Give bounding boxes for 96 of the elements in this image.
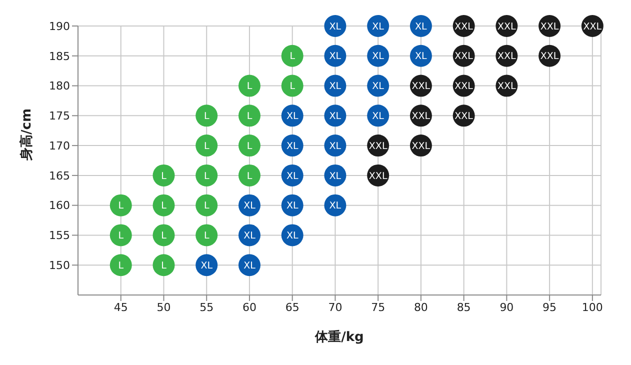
- point: [152, 224, 175, 246]
- text: XXL: [498, 81, 516, 92]
- text: L: [204, 170, 210, 182]
- text: XL: [372, 110, 384, 122]
- text: L: [246, 110, 252, 122]
- text: XL: [329, 200, 342, 212]
- text: XXL: [454, 51, 473, 62]
- text: XL: [286, 110, 298, 122]
- y-tick-label: 155: [49, 229, 70, 242]
- y-tick-label: 180: [49, 80, 70, 93]
- text: XL: [200, 260, 213, 272]
- x-tick-label: 60: [242, 300, 256, 314]
- text: L: [161, 260, 166, 272]
- x-tick-label: 75: [371, 300, 386, 314]
- text: XL: [372, 51, 384, 62]
- x-tick-label: 90: [500, 300, 514, 314]
- point: [238, 164, 260, 186]
- text: XXL: [412, 81, 430, 92]
- point: [238, 74, 260, 97]
- text: XXL: [412, 110, 430, 122]
- text: XL: [329, 110, 342, 122]
- point: [238, 104, 260, 127]
- point: [152, 254, 175, 276]
- text: XL: [244, 200, 256, 212]
- x-tick-label: 50: [156, 300, 171, 314]
- point: [281, 74, 304, 97]
- y-tick-label: 185: [49, 50, 70, 63]
- text: XL: [329, 170, 342, 182]
- x-tick-label: 100: [582, 300, 603, 314]
- y-tick-label: 160: [49, 199, 70, 212]
- text: XXL: [454, 81, 473, 92]
- text: L: [161, 200, 166, 212]
- text: XXL: [412, 140, 430, 152]
- point: [281, 44, 304, 67]
- y-tick-label: 190: [49, 20, 70, 33]
- point: [152, 194, 175, 216]
- point: [196, 224, 218, 246]
- series-label: XL: [329, 81, 342, 92]
- series-label: L: [246, 81, 253, 92]
- text: XXL: [583, 21, 602, 32]
- point: [110, 224, 132, 246]
- y-axis-title: 身高/cm: [18, 108, 35, 162]
- text: L: [118, 230, 124, 242]
- text: XL: [372, 21, 384, 32]
- text: L: [246, 170, 252, 182]
- text: L: [118, 260, 124, 272]
- text: XL: [329, 51, 342, 62]
- text: XXL: [454, 110, 473, 122]
- text: XL: [372, 81, 384, 92]
- text: XXL: [498, 51, 516, 62]
- x-tick-label: 85: [456, 300, 471, 314]
- text: L: [204, 230, 210, 242]
- text: L: [204, 200, 210, 212]
- text: XL: [244, 230, 256, 242]
- text: XL: [286, 200, 298, 212]
- text: L: [204, 110, 210, 122]
- text: XXL: [454, 21, 473, 32]
- point: [196, 164, 218, 186]
- text: L: [118, 200, 124, 212]
- point: [196, 134, 218, 157]
- point: [238, 134, 260, 157]
- text: L: [204, 140, 210, 152]
- text: XXL: [540, 51, 559, 62]
- x-tick-label: 70: [328, 300, 342, 314]
- x-tick-label: 65: [285, 300, 300, 314]
- y-tick-label: 175: [49, 110, 70, 123]
- y-tick-label: 165: [49, 169, 70, 182]
- text: XL: [244, 260, 256, 272]
- text: XL: [329, 21, 342, 32]
- text: L: [161, 230, 166, 242]
- text: L: [161, 170, 166, 182]
- text: XL: [286, 230, 298, 242]
- x-tick-label: 55: [200, 300, 214, 314]
- text: XL: [415, 51, 427, 62]
- x-tick-label: 45: [114, 300, 128, 314]
- point: [152, 164, 175, 186]
- text: L: [290, 51, 295, 62]
- text: XXL: [540, 21, 559, 32]
- text: XXL: [368, 170, 388, 182]
- text: XXL: [498, 21, 516, 32]
- text: L: [246, 140, 252, 152]
- x-tick-label: 80: [414, 300, 428, 314]
- text: XL: [286, 170, 298, 182]
- y-tick-label: 170: [49, 139, 70, 152]
- text: XL: [415, 21, 427, 32]
- x-tick-label: 95: [542, 300, 557, 314]
- y-tick-label: 150: [49, 259, 70, 272]
- series-label: XXL: [368, 140, 388, 152]
- point: [196, 104, 218, 127]
- text: XL: [286, 140, 298, 152]
- point: [196, 194, 218, 216]
- text: XL: [329, 140, 342, 152]
- point: [110, 254, 132, 276]
- text: L: [290, 81, 295, 92]
- point: [110, 194, 132, 216]
- x-axis-title: 体重/kg: [314, 329, 364, 345]
